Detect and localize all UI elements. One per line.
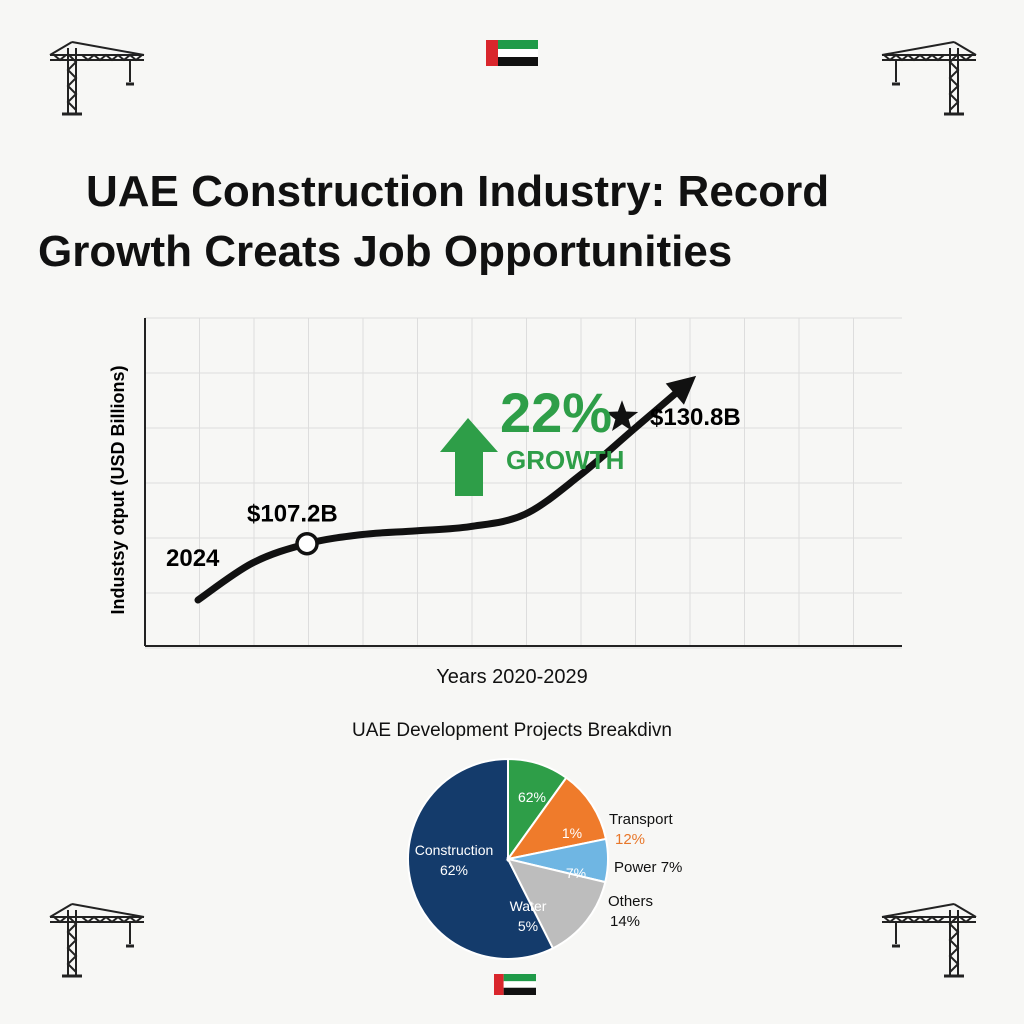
pie-chart: Construction 62% 62% 1% 7% Water 5% — [407, 757, 609, 960]
series-arrow-head — [665, 375, 697, 405]
uae-flag-icon — [486, 40, 538, 66]
growth-percent: 22% — [500, 381, 612, 444]
construction-crane-icon — [881, 903, 977, 978]
growth-label: GROWTH — [506, 445, 624, 475]
y-axis-label: Industsy otput (USD Billions) — [108, 366, 128, 615]
construction-crane-icon — [881, 41, 977, 116]
growth-arrow-icon — [440, 418, 498, 496]
data-point-marker — [295, 531, 319, 556]
pie-inner-label: Water — [510, 898, 547, 914]
pie-slice-construction — [407, 757, 555, 960]
pie-slice-transport — [505, 776, 608, 861]
star-marker-icon — [605, 400, 639, 431]
pie-chart-title: UAE Development Projects Breakdivn — [352, 720, 672, 741]
page-title: UAE Construction Industry: Record Growth… — [38, 162, 938, 282]
chart-grid — [144, 317, 902, 649]
data-label-130: $130.8B — [650, 404, 741, 431]
pie-inner-value: 7% — [566, 865, 586, 881]
pie-inner-value: 62% — [518, 789, 546, 805]
construction-crane-icon — [49, 903, 145, 978]
year-label: 2024 — [166, 545, 220, 572]
data-label-107: $107.2B — [247, 501, 338, 528]
legend-others-value: 14% — [610, 913, 641, 930]
uae-flag-icon — [494, 974, 536, 995]
legend-power: Power 7% — [614, 858, 682, 878]
construction-crane-icon — [49, 41, 145, 116]
title-line-2: Growth Creats Job Opportunities — [38, 227, 733, 276]
line-chart: Industsy otput (USD Billions) $107.2B $1… — [108, 317, 902, 649]
legend-power-value: 7% — [660, 859, 683, 876]
legend-power-label: Power — [614, 859, 657, 876]
legend-transport: Transport 12% — [609, 810, 673, 850]
pie-inner-value: 1% — [562, 825, 582, 841]
pie-inner-value: 62% — [440, 862, 468, 878]
pie-slice-water — [506, 857, 607, 950]
pie-inner-label: Construction — [415, 842, 494, 858]
x-axis-label: Years 2020-2029 — [436, 666, 588, 688]
series-line — [194, 378, 692, 604]
legend-transport-value: 12% — [615, 831, 646, 848]
legend-transport-label: Transport — [609, 811, 673, 828]
legend-others: Others 14% — [608, 892, 653, 932]
title-line-1: UAE Construction Industry: Record — [86, 167, 830, 216]
legend-others-label: Others — [608, 893, 654, 910]
pie-inner-value: 5% — [518, 918, 538, 934]
